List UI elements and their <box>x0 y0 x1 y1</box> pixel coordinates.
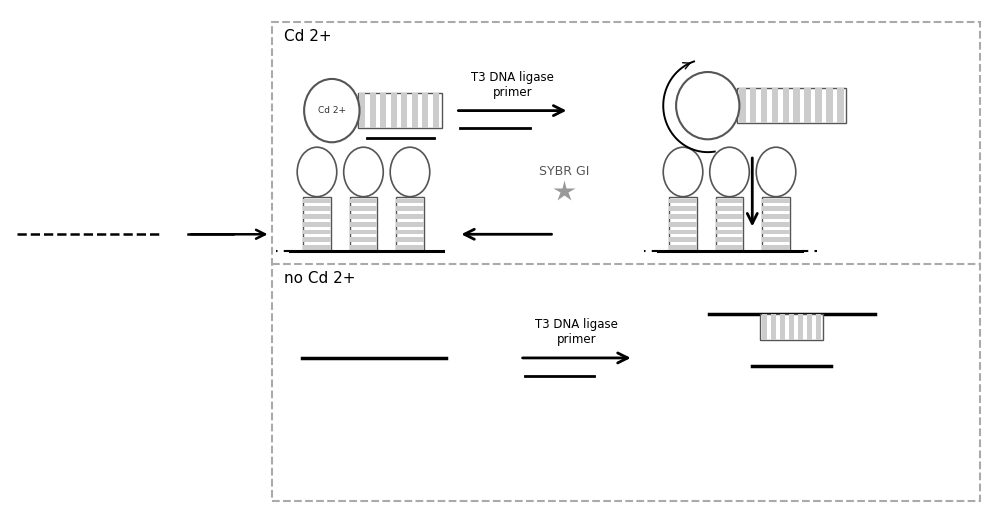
Bar <box>762 197 790 251</box>
Bar <box>716 199 743 203</box>
Ellipse shape <box>344 147 383 197</box>
Ellipse shape <box>756 147 796 197</box>
Bar <box>762 207 790 211</box>
Ellipse shape <box>390 147 430 197</box>
Text: SYBR GI: SYBR GI <box>539 165 589 178</box>
Bar <box>396 214 424 219</box>
Bar <box>303 197 331 251</box>
Bar <box>396 199 424 203</box>
Bar <box>391 93 397 128</box>
Bar <box>433 93 439 128</box>
Bar <box>350 245 377 250</box>
Text: Cd 2+: Cd 2+ <box>318 106 346 115</box>
Text: T3 DNA ligase
primer: T3 DNA ligase primer <box>471 71 554 99</box>
Bar <box>750 88 756 124</box>
Text: Cd 2+: Cd 2+ <box>284 30 332 45</box>
Bar <box>739 88 746 124</box>
Bar <box>422 93 428 128</box>
Bar <box>716 207 743 211</box>
Bar <box>350 230 377 235</box>
Bar <box>816 315 821 340</box>
Bar <box>396 230 424 235</box>
Bar <box>396 222 424 227</box>
FancyBboxPatch shape <box>272 22 980 501</box>
Bar <box>669 222 697 227</box>
Bar <box>669 238 697 242</box>
Bar <box>837 88 844 124</box>
Bar <box>396 197 424 251</box>
Bar <box>370 93 376 128</box>
Bar <box>396 238 424 242</box>
Bar <box>762 214 790 219</box>
Ellipse shape <box>663 147 703 197</box>
Bar <box>359 93 365 128</box>
Bar <box>716 222 743 227</box>
Bar <box>350 199 377 203</box>
Bar <box>350 207 377 211</box>
Bar <box>762 315 767 340</box>
Bar <box>669 199 697 203</box>
Bar <box>815 88 822 124</box>
Bar <box>807 315 812 340</box>
Bar <box>350 197 377 251</box>
Bar <box>826 88 833 124</box>
Bar <box>350 238 377 242</box>
Bar <box>303 230 331 235</box>
Bar <box>771 315 776 340</box>
Bar <box>350 222 377 227</box>
Bar <box>761 88 767 124</box>
Bar <box>303 222 331 227</box>
Bar <box>716 245 743 250</box>
Bar <box>669 197 697 251</box>
Bar <box>762 245 790 250</box>
Bar <box>716 214 743 219</box>
Ellipse shape <box>710 147 749 197</box>
Bar <box>716 238 743 242</box>
Bar <box>772 88 778 124</box>
Bar <box>412 93 418 128</box>
Text: T3 DNA ligase
primer: T3 DNA ligase primer <box>535 318 618 346</box>
Bar <box>716 197 743 251</box>
Bar <box>798 315 803 340</box>
Bar <box>396 245 424 250</box>
Ellipse shape <box>676 72 739 139</box>
Bar <box>669 230 697 235</box>
Bar <box>401 93 407 128</box>
Bar <box>762 199 790 203</box>
Bar <box>358 93 442 128</box>
Bar <box>780 315 785 340</box>
Bar <box>669 245 697 250</box>
Bar <box>303 238 331 242</box>
Ellipse shape <box>304 79 360 142</box>
Bar <box>762 238 790 242</box>
Bar <box>669 214 697 219</box>
Text: no Cd 2+: no Cd 2+ <box>284 271 356 286</box>
Bar <box>760 315 823 340</box>
Bar <box>303 207 331 211</box>
Bar <box>303 199 331 203</box>
Bar <box>303 214 331 219</box>
Bar <box>789 315 794 340</box>
Bar <box>737 88 846 124</box>
Bar <box>396 207 424 211</box>
Bar <box>669 207 697 211</box>
Bar <box>793 88 800 124</box>
Bar <box>350 214 377 219</box>
Bar <box>380 93 386 128</box>
Bar <box>804 88 811 124</box>
Bar <box>303 245 331 250</box>
Bar <box>762 230 790 235</box>
Bar <box>783 88 789 124</box>
Bar <box>762 222 790 227</box>
Ellipse shape <box>297 147 337 197</box>
Bar <box>716 230 743 235</box>
